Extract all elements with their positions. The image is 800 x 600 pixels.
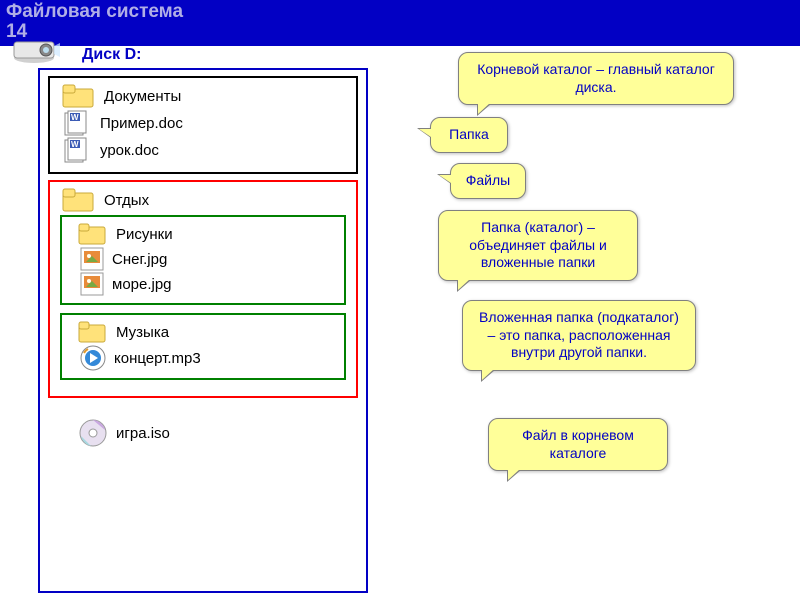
callout-text: Файлы bbox=[466, 172, 510, 188]
disk-panel: Документы W Пример.doc W урок.doc Отдых … bbox=[38, 68, 368, 593]
folder-row: Рисунки bbox=[78, 222, 338, 246]
callout-text: Файл в корневом каталоге bbox=[522, 427, 634, 461]
disk-label: Диск D: bbox=[82, 46, 141, 64]
callout-folder: Папка bbox=[430, 117, 508, 153]
root-file-row: игра.iso bbox=[78, 418, 358, 448]
folder-label: Документы bbox=[104, 88, 181, 105]
folder-icon bbox=[78, 222, 108, 246]
drawings-group: Рисунки Снег.jpg море.jpg bbox=[60, 215, 346, 305]
callout-root-catalog: Корневой каталог – главный каталог диска… bbox=[458, 52, 734, 105]
file-row: Снег.jpg bbox=[80, 247, 338, 271]
callout-catalog: Папка (каталог) – объединяет файлы и вло… bbox=[438, 210, 638, 281]
callout-files: Файлы bbox=[450, 163, 526, 199]
callout-text: Вложенная папка (подкаталог) – это папка… bbox=[479, 309, 679, 360]
documents-group: Документы W Пример.doc W урок.doc bbox=[48, 76, 358, 174]
file-label: море.jpg bbox=[112, 276, 172, 293]
doc-icon: W bbox=[64, 110, 92, 136]
svg-text:W: W bbox=[71, 113, 79, 122]
folder-label: Отдых bbox=[104, 192, 149, 209]
image-icon bbox=[80, 272, 104, 296]
title-text: Файловая система bbox=[6, 1, 183, 22]
callout-text: Папка bbox=[449, 126, 489, 142]
folder-icon bbox=[62, 187, 96, 213]
folder-row: Документы bbox=[62, 83, 350, 109]
file-label: игра.iso bbox=[116, 425, 170, 442]
file-row: W урок.doc bbox=[64, 137, 350, 163]
music-group: Музыка концерт.mp3 bbox=[60, 313, 346, 380]
folder-label: Музыка bbox=[116, 324, 169, 341]
title-bar: Файловая система 14 bbox=[0, 0, 800, 46]
file-label: Снег.jpg bbox=[112, 251, 167, 268]
file-row: W Пример.doc bbox=[64, 110, 350, 136]
folder-icon bbox=[62, 83, 96, 109]
folder-label: Рисунки bbox=[116, 226, 173, 243]
file-label: Пример.doc bbox=[100, 115, 183, 132]
doc-icon: W bbox=[64, 137, 92, 163]
file-row: концерт.mp3 bbox=[80, 345, 338, 371]
projector-icon bbox=[12, 34, 60, 64]
audio-icon bbox=[80, 345, 106, 371]
folder-row: Отдых bbox=[62, 187, 350, 213]
file-label: урок.doc bbox=[100, 142, 159, 159]
image-icon bbox=[80, 247, 104, 271]
folder-row: Музыка bbox=[78, 320, 338, 344]
callout-nested: Вложенная папка (подкаталог) – это папка… bbox=[462, 300, 696, 371]
callout-text: Корневой каталог – главный каталог диска… bbox=[477, 61, 715, 95]
recreation-group: Отдых Рисунки Снег.jpg море.jpg Музыка bbox=[48, 180, 358, 398]
file-label: концерт.mp3 bbox=[114, 350, 201, 367]
callout-root-file: Файл в корневом каталоге bbox=[488, 418, 668, 471]
slide-title: Файловая система 14 bbox=[0, 0, 800, 44]
disc-icon bbox=[78, 418, 108, 448]
callout-text: Папка (каталог) – объединяет файлы и вло… bbox=[469, 219, 607, 270]
folder-icon bbox=[78, 320, 108, 344]
svg-text:W: W bbox=[71, 140, 79, 149]
file-row: море.jpg bbox=[80, 272, 338, 296]
